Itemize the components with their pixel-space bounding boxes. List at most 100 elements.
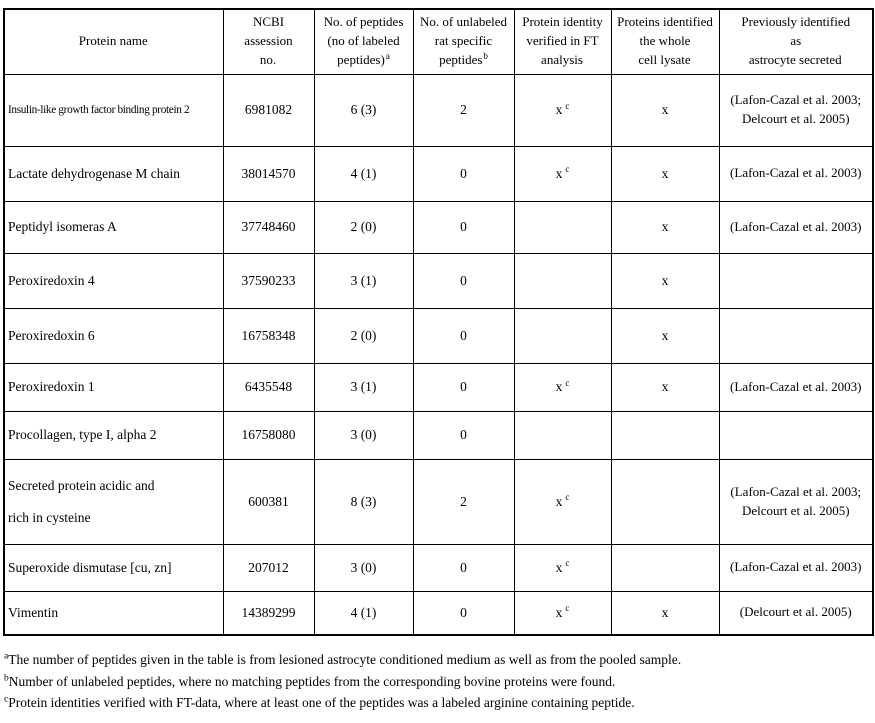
cell-value: Peroxiredoxin 6 [8, 327, 95, 343]
cell-value: (Lafon-Cazal et al. 2003; Delcourt et al… [730, 92, 862, 126]
footnote-marker-c: c [565, 492, 570, 502]
footnote-b: bNumber of unlabeled peptides, where no … [4, 671, 873, 693]
cell-value: 16758348 [241, 327, 296, 343]
footnote-marker-b: b [483, 50, 488, 61]
header-protein-name: Protein name [3, 8, 224, 75]
unlabeled-peptides-cell: 2 [412, 458, 515, 545]
ncbi-no-cell: 6435548 [222, 362, 315, 412]
table-row: Vimentin 14389299 4 (1) 0 x c x (Delcourt et al… [3, 590, 874, 636]
unlabeled-peptides-cell: 2 [412, 73, 515, 147]
cell-value: 3 (0) [350, 559, 377, 575]
cell-lysate-cell: x [610, 73, 720, 147]
cell-value: 4 (1) [350, 604, 377, 620]
unlabeled-peptides-cell: 0 [412, 410, 515, 460]
header-label: NCBI assession no. [244, 14, 293, 68]
cell-value: 2 [460, 102, 467, 117]
cell-value: 3 (1) [350, 379, 377, 394]
cell-value: (Lafon-Cazal et al. 2003) [730, 559, 862, 575]
protein-name-cell: Peroxiredoxin 6 [3, 307, 224, 364]
table-row: Peptidyl isomeras A 37748460 2 (0) 0 x (Lafon… [3, 200, 874, 254]
cell-value: (Lafon-Cazal et al. 2003) [730, 218, 862, 234]
peptides-count-cell: 2 (0) [313, 200, 414, 254]
peptides-count-cell: 3 (1) [313, 252, 414, 309]
footnote-marker-c: c [565, 164, 570, 174]
previously-identified-cell: (Lafon-Cazal et al. 2003; Delcourt et al… [718, 458, 874, 545]
cell-lysate-cell [610, 458, 720, 545]
cell-lysate-cell: x [610, 252, 720, 309]
previously-identified-cell [718, 307, 874, 364]
table-row: Insulin-like growth factor binding prote… [3, 73, 874, 147]
cell-value: 0 [460, 165, 467, 181]
cell-value: Peroxiredoxin 4 [8, 272, 95, 288]
table-row: Superoxide dismutase [cu, zn] 207012 3 (0)… [3, 543, 874, 592]
cell-lysate-cell: x [610, 590, 720, 636]
cell-value: 14389299 [241, 604, 296, 620]
header-cell-lysate: Proteins identified the whole cell lysat… [610, 8, 720, 75]
footnote-marker-a: a [385, 50, 390, 61]
footnote-a: aThe number of peptides given in the tab… [4, 649, 873, 671]
cell-value: x [555, 102, 563, 117]
previously-identified-cell: (Lafon-Cazal et al. 2003; Delcourt et al… [718, 73, 874, 147]
header-ft-verified: Protein identity verified in FT analysis [513, 8, 612, 75]
cell-value: 2 (0) [350, 327, 377, 343]
unlabeled-peptides-cell: 0 [412, 362, 515, 412]
table-row: Peroxiredoxin 6 16758348 2 (0) 0 x [3, 307, 874, 364]
footnote-c-marker: c [4, 694, 9, 705]
cell-value: 0 [460, 219, 467, 234]
peptides-count-cell: 3 (0) [313, 410, 414, 460]
ncbi-no-cell: 37590233 [222, 252, 315, 309]
cell-value: x [661, 219, 669, 234]
cell-value: x [555, 165, 563, 181]
table-row: Secreted protein acidic and rich in cyst… [3, 458, 874, 545]
cell-value: x [661, 604, 669, 620]
cell-value: 0 [460, 559, 467, 575]
cell-value: x [555, 493, 563, 509]
cell-value: x [661, 327, 669, 343]
footnote-b-text: Number of unlabeled peptides, where no m… [8, 673, 616, 689]
cell-value: 37748460 [241, 219, 296, 234]
ft-verified-cell [513, 410, 612, 460]
header-label: Protein name [78, 33, 148, 49]
cell-value: x [555, 604, 563, 620]
ft-verified-cell [513, 307, 612, 364]
table-row: Peroxiredoxin 4 37590233 3 (1) 0 x [3, 252, 874, 309]
cell-value: x [661, 165, 669, 181]
previously-identified-cell [718, 410, 874, 460]
cell-value: 6 (3) [350, 102, 377, 117]
cell-value: 0 [460, 272, 467, 288]
header-label: Protein identity verified in FT analysis [522, 14, 603, 68]
header-label: No. of peptides (no of labeled peptides) [323, 14, 404, 68]
cell-value: Peroxiredoxin 1 [8, 379, 95, 395]
peptides-count-cell: 4 (1) [313, 145, 414, 202]
cell-value: x [661, 379, 669, 394]
protein-name-cell: Peroxiredoxin 4 [3, 252, 224, 309]
cell-value: x [661, 102, 669, 117]
protein-name-cell: Peroxiredoxin 1 [3, 362, 224, 412]
protein-name-cell: Secreted protein acidic and rich in cyst… [3, 458, 224, 545]
unlabeled-peptides-cell: 0 [412, 543, 515, 592]
cell-lysate-cell: x [610, 200, 720, 254]
cell-lysate-cell: x [610, 307, 720, 364]
ft-verified-cell [513, 200, 612, 254]
cell-value: 600381 [248, 493, 289, 509]
cell-value: 37590233 [241, 272, 296, 288]
cell-lysate-cell [610, 543, 720, 592]
ncbi-no-cell: 38014570 [222, 145, 315, 202]
table-row: Procollagen, type I, alpha 2 16758080 3 (0… [3, 410, 874, 460]
footnote-marker-c: c [565, 377, 570, 388]
unlabeled-peptides-cell: 0 [412, 200, 515, 254]
header-ncbi-no: NCBI assession no. [222, 8, 315, 75]
table-row: Peroxiredoxin 1 6435548 3 (1) 0 x c x (Lafon-Ca… [3, 362, 874, 412]
cell-value: 38014570 [241, 165, 296, 181]
cell-value: (Lafon-Cazal et al. 2003) [730, 378, 862, 394]
cell-value: Superoxide dismutase [cu, zn] [8, 559, 172, 575]
ncbi-no-cell: 14389299 [222, 590, 315, 636]
header-label: Proteins identified the whole cell lysat… [617, 14, 713, 68]
cell-value: 16758080 [241, 427, 296, 442]
cell-value: 0 [460, 604, 467, 620]
